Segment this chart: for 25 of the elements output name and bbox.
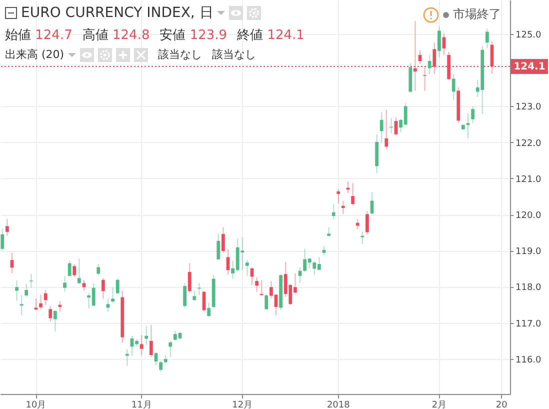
annotation: 始値 124.7 — [5, 28, 72, 43]
x-tick-label: 2018 — [326, 400, 350, 409]
x-tick-label: 20 — [496, 400, 508, 409]
x-tick-label: 11月 — [131, 400, 152, 409]
y-tick-label: 116.0 — [516, 355, 542, 366]
y-tick-label: 122.0 — [516, 138, 542, 149]
x-tick-label: 12月 — [232, 400, 253, 409]
annotation: 市場終了 — [453, 6, 501, 23]
x-tick-label: 10月 — [26, 400, 46, 409]
ref-line-label: 124.1 — [514, 61, 546, 72]
y-tick-label: 119.0 — [516, 247, 542, 258]
annotation: 安値 123.9 — [160, 28, 228, 43]
x-tick-label: 2月 — [432, 400, 447, 409]
annotation: 該当なし — [158, 47, 202, 62]
y-tick-label: 118.0 — [516, 283, 542, 294]
annotation: 該当なし — [212, 47, 256, 62]
chart-title: EURO CURRENCY INDEX, 日 — [21, 4, 214, 22]
y-tick-label: 117.0 — [516, 319, 542, 330]
annotation: 高値 124.8 — [82, 28, 150, 43]
y-tick-label: 121.0 — [516, 174, 542, 185]
y-tick-label: 123.0 — [516, 102, 542, 113]
y-tick-label: 125.0 — [516, 30, 542, 40]
y-tick-label: 120.0 — [516, 211, 542, 222]
annotation: 出来高 (20) — [5, 47, 64, 62]
annotation: 終値 124.1 — [237, 28, 304, 43]
